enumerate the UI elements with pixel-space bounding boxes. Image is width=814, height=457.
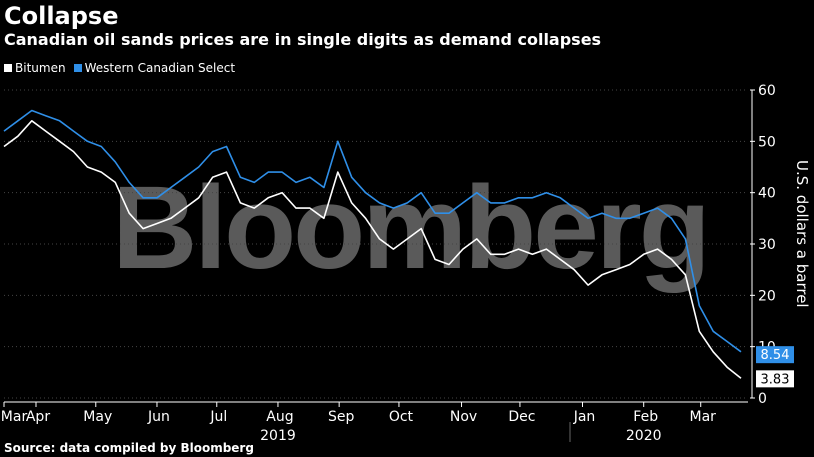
legend-label-wcs: Western Canadian Select xyxy=(84,61,236,75)
x-tick-label-nov: Nov xyxy=(450,409,477,425)
source-note: Source: data compiled by Bloomberg xyxy=(4,441,254,455)
x-tick-label-jan: Jan xyxy=(573,409,596,425)
x-tick-label-jun: Jun xyxy=(147,409,170,425)
y-tick-label: 30 xyxy=(758,237,776,253)
legend-swatch-bitumen xyxy=(4,64,12,72)
x-tick-label-mar: Mar xyxy=(690,409,717,425)
watermark: Bloomberg xyxy=(112,162,708,294)
series-line-western-canadian-select xyxy=(3,109,742,353)
chart-subtitle: Canadian oil sands prices are in single … xyxy=(4,30,602,49)
x-tick-label-sep: Sep xyxy=(328,409,355,425)
year-label-2019: 2019 xyxy=(260,428,296,444)
y-tick-label: 50 xyxy=(758,134,776,150)
x-tick-label-oct: Oct xyxy=(389,409,414,425)
x-tick-label-may: May xyxy=(83,409,112,425)
legend: Bitumen Western Canadian Select xyxy=(4,60,235,76)
x-tick-label-aug: Aug xyxy=(266,409,293,425)
x-tick-label-mar: Mar xyxy=(1,409,28,425)
year-label-2020: 2020 xyxy=(626,428,662,444)
last-value-label-wcs: 8.54 xyxy=(761,348,790,363)
x-tick-label-jul: Jul xyxy=(209,409,227,425)
series-line-bitumen xyxy=(3,120,742,379)
x-tick-label-feb: Feb xyxy=(633,409,658,425)
x-tick-label-apr: Apr xyxy=(26,409,50,425)
legend-item-wcs: Western Canadian Select xyxy=(73,60,236,76)
y-tick-label: 60 xyxy=(758,83,776,99)
y-axis-label: U.S. dollars a barrel xyxy=(793,160,811,308)
last-value-badge-wcs xyxy=(756,346,794,364)
x-tick-label-dec: Dec xyxy=(508,409,535,425)
y-tick-label: 20 xyxy=(758,288,776,304)
last-value-label-bitumen: 3.83 xyxy=(761,372,790,387)
legend-swatch-wcs xyxy=(73,64,82,72)
y-tick-label: 0 xyxy=(758,391,767,407)
last-value-badge-bitumen xyxy=(756,370,794,388)
chart-title: Collapse xyxy=(4,2,119,30)
legend-label-bitumen: Bitumen xyxy=(15,61,66,75)
legend-item-bitumen: Bitumen xyxy=(4,60,66,76)
y-tick-label: 40 xyxy=(758,186,776,202)
